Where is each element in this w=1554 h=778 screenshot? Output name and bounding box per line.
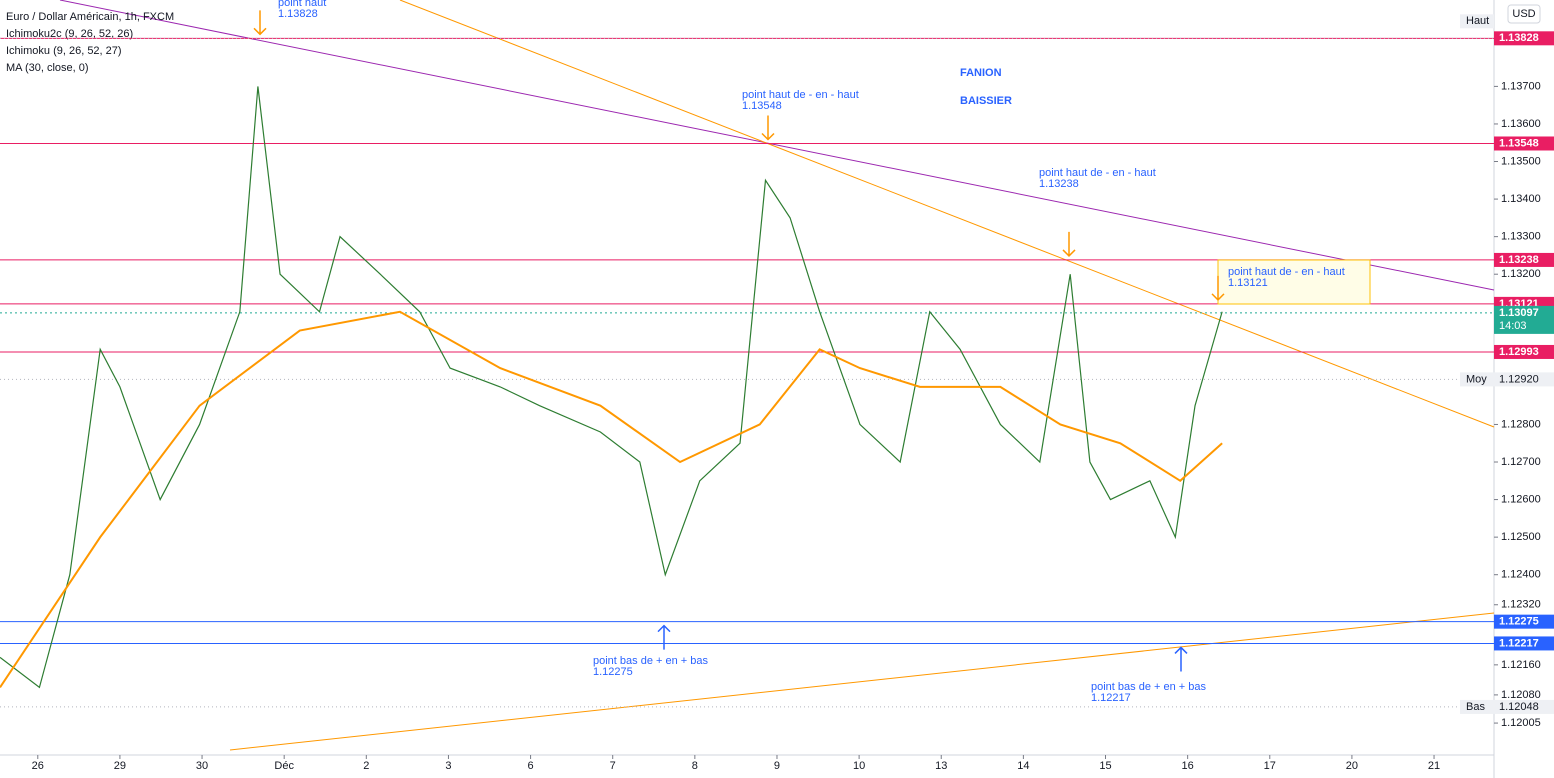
price-label-box bbox=[1494, 136, 1554, 151]
annotation-text: point bas de + en + bas bbox=[1091, 681, 1206, 693]
annotation-arrow bbox=[1211, 275, 1225, 301]
price-label-box bbox=[1494, 614, 1554, 629]
trend-line bbox=[399, 0, 1495, 428]
stat-label-box bbox=[1494, 372, 1554, 387]
price-label: 1.13097 bbox=[1499, 307, 1539, 319]
price-label-box bbox=[1494, 31, 1554, 46]
legend-indicator: MA (30, close, 0) bbox=[6, 62, 89, 74]
x-tick-label: 7 bbox=[610, 760, 616, 772]
legend-indicator: Ichimoku (9, 26, 52, 27) bbox=[6, 45, 122, 57]
stat-tag: Haut bbox=[1466, 15, 1489, 27]
x-tick-label: 26 bbox=[32, 760, 44, 772]
stat-label-box bbox=[1494, 699, 1554, 714]
y-tick-label: 1.12080 bbox=[1501, 689, 1541, 701]
annotation-value: 1.12275 bbox=[593, 666, 633, 678]
y-tick-label: 1.12400 bbox=[1501, 569, 1541, 581]
price-label: 1.13238 bbox=[1499, 254, 1539, 266]
y-tick-label: 1.13600 bbox=[1501, 118, 1541, 130]
y-tick-label: 1.12005 bbox=[1501, 717, 1541, 729]
x-tick-label: 17 bbox=[1264, 760, 1276, 772]
x-tick-label: 29 bbox=[114, 760, 126, 772]
headline: BAISSIER bbox=[960, 95, 1012, 107]
annotation-arrow bbox=[253, 10, 267, 36]
annotation-text: point haut bbox=[278, 0, 326, 9]
stat-tag-box bbox=[1460, 372, 1494, 387]
price-label-time: 14:03 bbox=[1499, 320, 1527, 332]
annotation-arrow bbox=[1174, 646, 1188, 672]
x-tick-label: 6 bbox=[528, 760, 534, 772]
currency[interactable]: USD bbox=[1512, 8, 1535, 20]
x-tick-label: 2 bbox=[363, 760, 369, 772]
stat-tag-box bbox=[1460, 14, 1494, 29]
trend-line bbox=[59, 0, 1495, 291]
x-tick-label: Déc bbox=[274, 760, 294, 772]
x-tick-label: 15 bbox=[1099, 760, 1111, 772]
x-tick-label: 10 bbox=[853, 760, 865, 772]
trend-line bbox=[229, 612, 1495, 751]
y-tick-label: 1.13200 bbox=[1501, 268, 1541, 280]
currency-box[interactable] bbox=[1507, 4, 1541, 24]
y-tick-label: 1.12500 bbox=[1501, 531, 1541, 543]
stat-label: 1.12920 bbox=[1499, 373, 1539, 385]
y-tick-label: 1.12800 bbox=[1501, 418, 1541, 430]
y-tick-label: 1.12320 bbox=[1501, 599, 1541, 611]
price-label: 1.12217 bbox=[1499, 637, 1539, 649]
price-label-box bbox=[1494, 252, 1554, 267]
annotation-text: point haut de - en - haut bbox=[1039, 167, 1156, 179]
y-tick-label: 1.13400 bbox=[1501, 193, 1541, 205]
y-tick-label: 1.13700 bbox=[1501, 80, 1541, 92]
legend-symbol: Euro / Dollar Américain, 1h, FXCM bbox=[6, 11, 174, 23]
stat-tag: Bas bbox=[1466, 701, 1485, 713]
annotation-text: point bas de + en + bas bbox=[593, 655, 708, 667]
annotation-value: 1.13548 bbox=[742, 100, 782, 112]
price-label: 1.12993 bbox=[1499, 346, 1539, 358]
annotation-value: 1.13121 bbox=[1228, 277, 1268, 289]
y-tick-label: 1.13500 bbox=[1501, 155, 1541, 167]
y-tick-label: 1.12700 bbox=[1501, 456, 1541, 468]
stat-tag: Moy bbox=[1466, 373, 1487, 385]
x-tick-label: 20 bbox=[1346, 760, 1358, 772]
price-label: 1.12275 bbox=[1499, 616, 1539, 628]
x-tick-label: 16 bbox=[1182, 760, 1194, 772]
price-label-box bbox=[1494, 344, 1554, 359]
price-label: 1.13828 bbox=[1499, 32, 1539, 44]
annotation-value: 1.12217 bbox=[1091, 692, 1131, 704]
x-tick-label: 9 bbox=[774, 760, 780, 772]
annotation-value: 1.13828 bbox=[278, 8, 318, 20]
y-tick-label: 1.12160 bbox=[1501, 659, 1541, 671]
stat-label: 1.12048 bbox=[1499, 701, 1539, 713]
y-tick-label: 1.12600 bbox=[1501, 493, 1541, 505]
annotation-text: point haut de - en - haut bbox=[1228, 266, 1345, 278]
series-line bbox=[0, 86, 1223, 689]
x-tick-label: 21 bbox=[1428, 760, 1440, 772]
x-tick-label: 8 bbox=[692, 760, 698, 772]
annotation-value: 1.13238 bbox=[1039, 178, 1079, 190]
stat-tag-box bbox=[1460, 699, 1494, 714]
x-tick-label: 3 bbox=[445, 760, 451, 772]
annotation-arrow bbox=[657, 624, 671, 650]
price-label-box bbox=[1494, 305, 1554, 334]
legend-indicator: Ichimoku2c (9, 26, 52, 26) bbox=[6, 28, 133, 40]
x-tick-label: 14 bbox=[1017, 760, 1029, 772]
x-tick-label: 13 bbox=[935, 760, 947, 772]
series-line bbox=[0, 310, 1223, 688]
annotation-arrow bbox=[761, 115, 775, 141]
price-label-box bbox=[1494, 636, 1554, 651]
annotation-arrow bbox=[1062, 231, 1076, 257]
headline: FANION bbox=[960, 67, 1002, 79]
x-tick-label: 30 bbox=[196, 760, 208, 772]
y-tick-label: 1.13300 bbox=[1501, 231, 1541, 243]
annotation-text: point haut de - en - haut bbox=[742, 89, 859, 101]
price-label: 1.13548 bbox=[1499, 137, 1539, 149]
